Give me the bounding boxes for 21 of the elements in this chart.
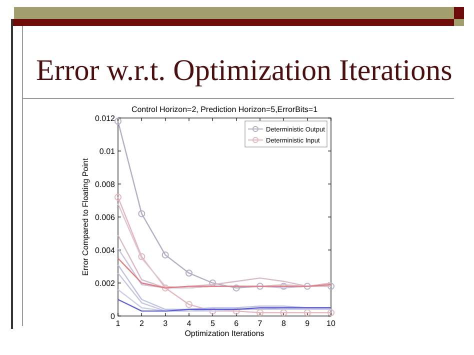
y-tick-label: 0.01: [99, 147, 116, 156]
x-axis-title: Optimization Iterations: [184, 329, 264, 338]
y-tick-label: 0.002: [94, 279, 116, 288]
x-tick-label: 1: [116, 319, 121, 328]
x-tick-label: 9: [305, 319, 310, 328]
x-tick-label: 3: [163, 319, 168, 328]
y-tick-label: 0: [110, 312, 116, 321]
y-tick-label: 0.004: [94, 246, 116, 255]
x-tick-label: 8: [281, 319, 286, 328]
x-tick-label: 5: [210, 319, 216, 328]
y-axis-title: Error Compared to Floating Point: [81, 158, 90, 276]
x-tick-label: 6: [234, 319, 240, 328]
chart-title: Error w.r.t. Optimization Iterations: [36, 54, 452, 87]
y-tick-label: 0.008: [94, 180, 116, 189]
x-tick-label: 10: [326, 319, 336, 328]
chart-subtitle: Control Horizon=2, Prediction Horizon=5,ErrorBits=1: [131, 105, 318, 114]
x-tick-label: 2: [139, 319, 144, 328]
y-tick-label: 0.012: [94, 114, 116, 123]
y-tick-label: 0.006: [94, 213, 116, 222]
x-tick-label: 7: [258, 319, 263, 328]
x-tick-label: 4: [186, 319, 192, 328]
